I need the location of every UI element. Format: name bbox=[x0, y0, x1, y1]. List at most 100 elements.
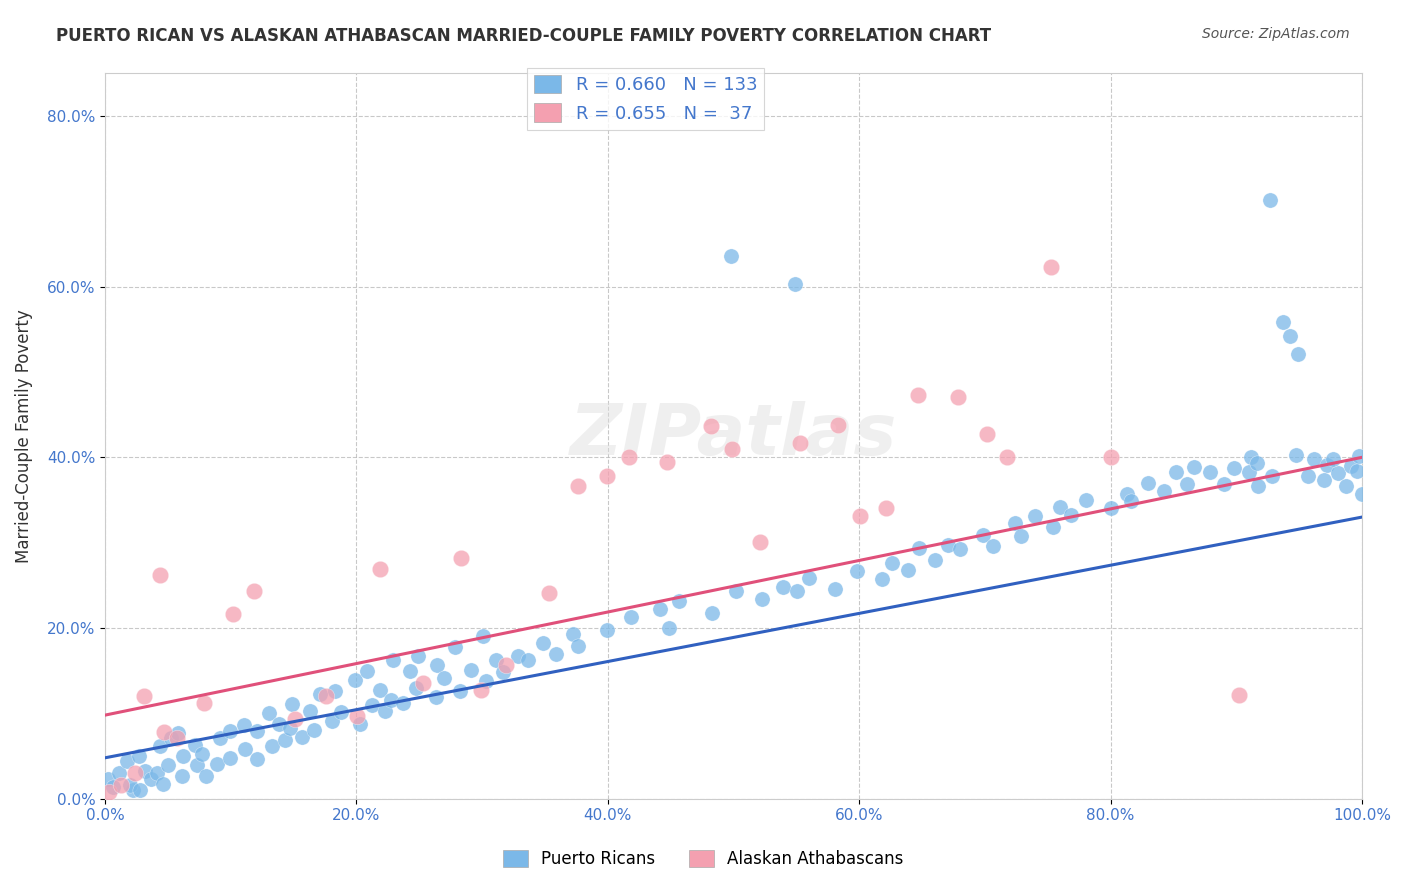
Point bbox=[1121, 493, 1143, 508]
Point bbox=[382, 653, 405, 667]
Point bbox=[1351, 486, 1374, 500]
Point bbox=[108, 765, 131, 780]
Point bbox=[1024, 508, 1046, 523]
Point bbox=[1164, 465, 1187, 479]
Point bbox=[1198, 466, 1220, 480]
Text: Source: ZipAtlas.com: Source: ZipAtlas.com bbox=[1202, 27, 1350, 41]
Point bbox=[972, 528, 994, 542]
Point bbox=[120, 778, 142, 792]
Point bbox=[172, 749, 194, 764]
Point bbox=[797, 571, 820, 585]
Point bbox=[1115, 487, 1137, 501]
Point bbox=[561, 627, 583, 641]
Point bbox=[658, 621, 681, 635]
Point bbox=[1247, 479, 1270, 493]
Point bbox=[1286, 347, 1309, 361]
Point bbox=[789, 436, 811, 450]
Point bbox=[1153, 484, 1175, 499]
Point bbox=[380, 692, 402, 706]
Point bbox=[343, 673, 366, 687]
Point bbox=[160, 731, 183, 745]
Point bbox=[845, 565, 868, 579]
Point bbox=[121, 783, 143, 797]
Point bbox=[720, 442, 742, 457]
Point bbox=[191, 747, 214, 761]
Point bbox=[1227, 689, 1250, 703]
Point bbox=[149, 568, 172, 582]
Point bbox=[405, 681, 427, 696]
Point bbox=[1272, 315, 1295, 329]
Point bbox=[725, 584, 748, 599]
Point bbox=[1182, 459, 1205, 474]
Point bbox=[309, 687, 332, 701]
Point bbox=[349, 717, 371, 731]
Point bbox=[508, 649, 530, 664]
Point bbox=[702, 606, 724, 620]
Point bbox=[346, 709, 368, 723]
Point bbox=[875, 501, 897, 516]
Point bbox=[391, 696, 413, 710]
Point bbox=[315, 689, 337, 703]
Point bbox=[882, 556, 904, 570]
Point bbox=[1099, 450, 1122, 465]
Point bbox=[544, 648, 567, 662]
Point bbox=[1303, 451, 1326, 466]
Point bbox=[153, 725, 176, 739]
Point bbox=[399, 664, 422, 678]
Point bbox=[134, 764, 156, 779]
Point bbox=[1099, 501, 1122, 516]
Point bbox=[152, 777, 174, 791]
Point bbox=[1074, 492, 1097, 507]
Point bbox=[166, 731, 188, 745]
Point bbox=[485, 653, 508, 667]
Point bbox=[460, 663, 482, 677]
Point bbox=[981, 539, 1004, 553]
Point bbox=[124, 766, 146, 780]
Point bbox=[167, 725, 190, 739]
Point bbox=[492, 665, 515, 679]
Point bbox=[567, 479, 589, 493]
Point bbox=[302, 723, 325, 737]
Point bbox=[620, 610, 643, 624]
Point bbox=[470, 682, 492, 697]
Point bbox=[786, 584, 808, 599]
Point bbox=[1060, 508, 1083, 522]
Point bbox=[426, 657, 449, 672]
Point bbox=[537, 585, 560, 599]
Point bbox=[849, 508, 872, 523]
Legend: Puerto Ricans, Alaskan Athabascans: Puerto Ricans, Alaskan Athabascans bbox=[496, 843, 910, 875]
Point bbox=[329, 705, 352, 719]
Point bbox=[720, 249, 742, 263]
Point bbox=[1336, 478, 1358, 492]
Point bbox=[1039, 260, 1062, 274]
Point bbox=[450, 550, 472, 565]
Point bbox=[785, 277, 807, 291]
Point bbox=[141, 772, 163, 786]
Point bbox=[872, 572, 894, 586]
Point bbox=[1279, 328, 1302, 343]
Point bbox=[360, 698, 382, 712]
Point bbox=[1340, 459, 1362, 474]
Point bbox=[748, 535, 770, 549]
Point bbox=[1010, 529, 1032, 543]
Point bbox=[195, 769, 218, 783]
Point bbox=[184, 739, 207, 753]
Point bbox=[471, 628, 494, 642]
Point bbox=[648, 602, 671, 616]
Point bbox=[101, 780, 124, 795]
Point bbox=[824, 582, 846, 596]
Point bbox=[128, 782, 150, 797]
Point bbox=[291, 730, 314, 744]
Point bbox=[1346, 464, 1368, 478]
Point bbox=[433, 671, 456, 685]
Point bbox=[278, 721, 301, 735]
Point bbox=[772, 580, 794, 594]
Point bbox=[619, 450, 641, 465]
Point bbox=[1313, 473, 1336, 487]
Point bbox=[146, 765, 169, 780]
Point bbox=[443, 640, 465, 654]
Point bbox=[907, 388, 929, 402]
Point bbox=[567, 639, 589, 653]
Point bbox=[896, 563, 918, 577]
Point bbox=[1285, 448, 1308, 462]
